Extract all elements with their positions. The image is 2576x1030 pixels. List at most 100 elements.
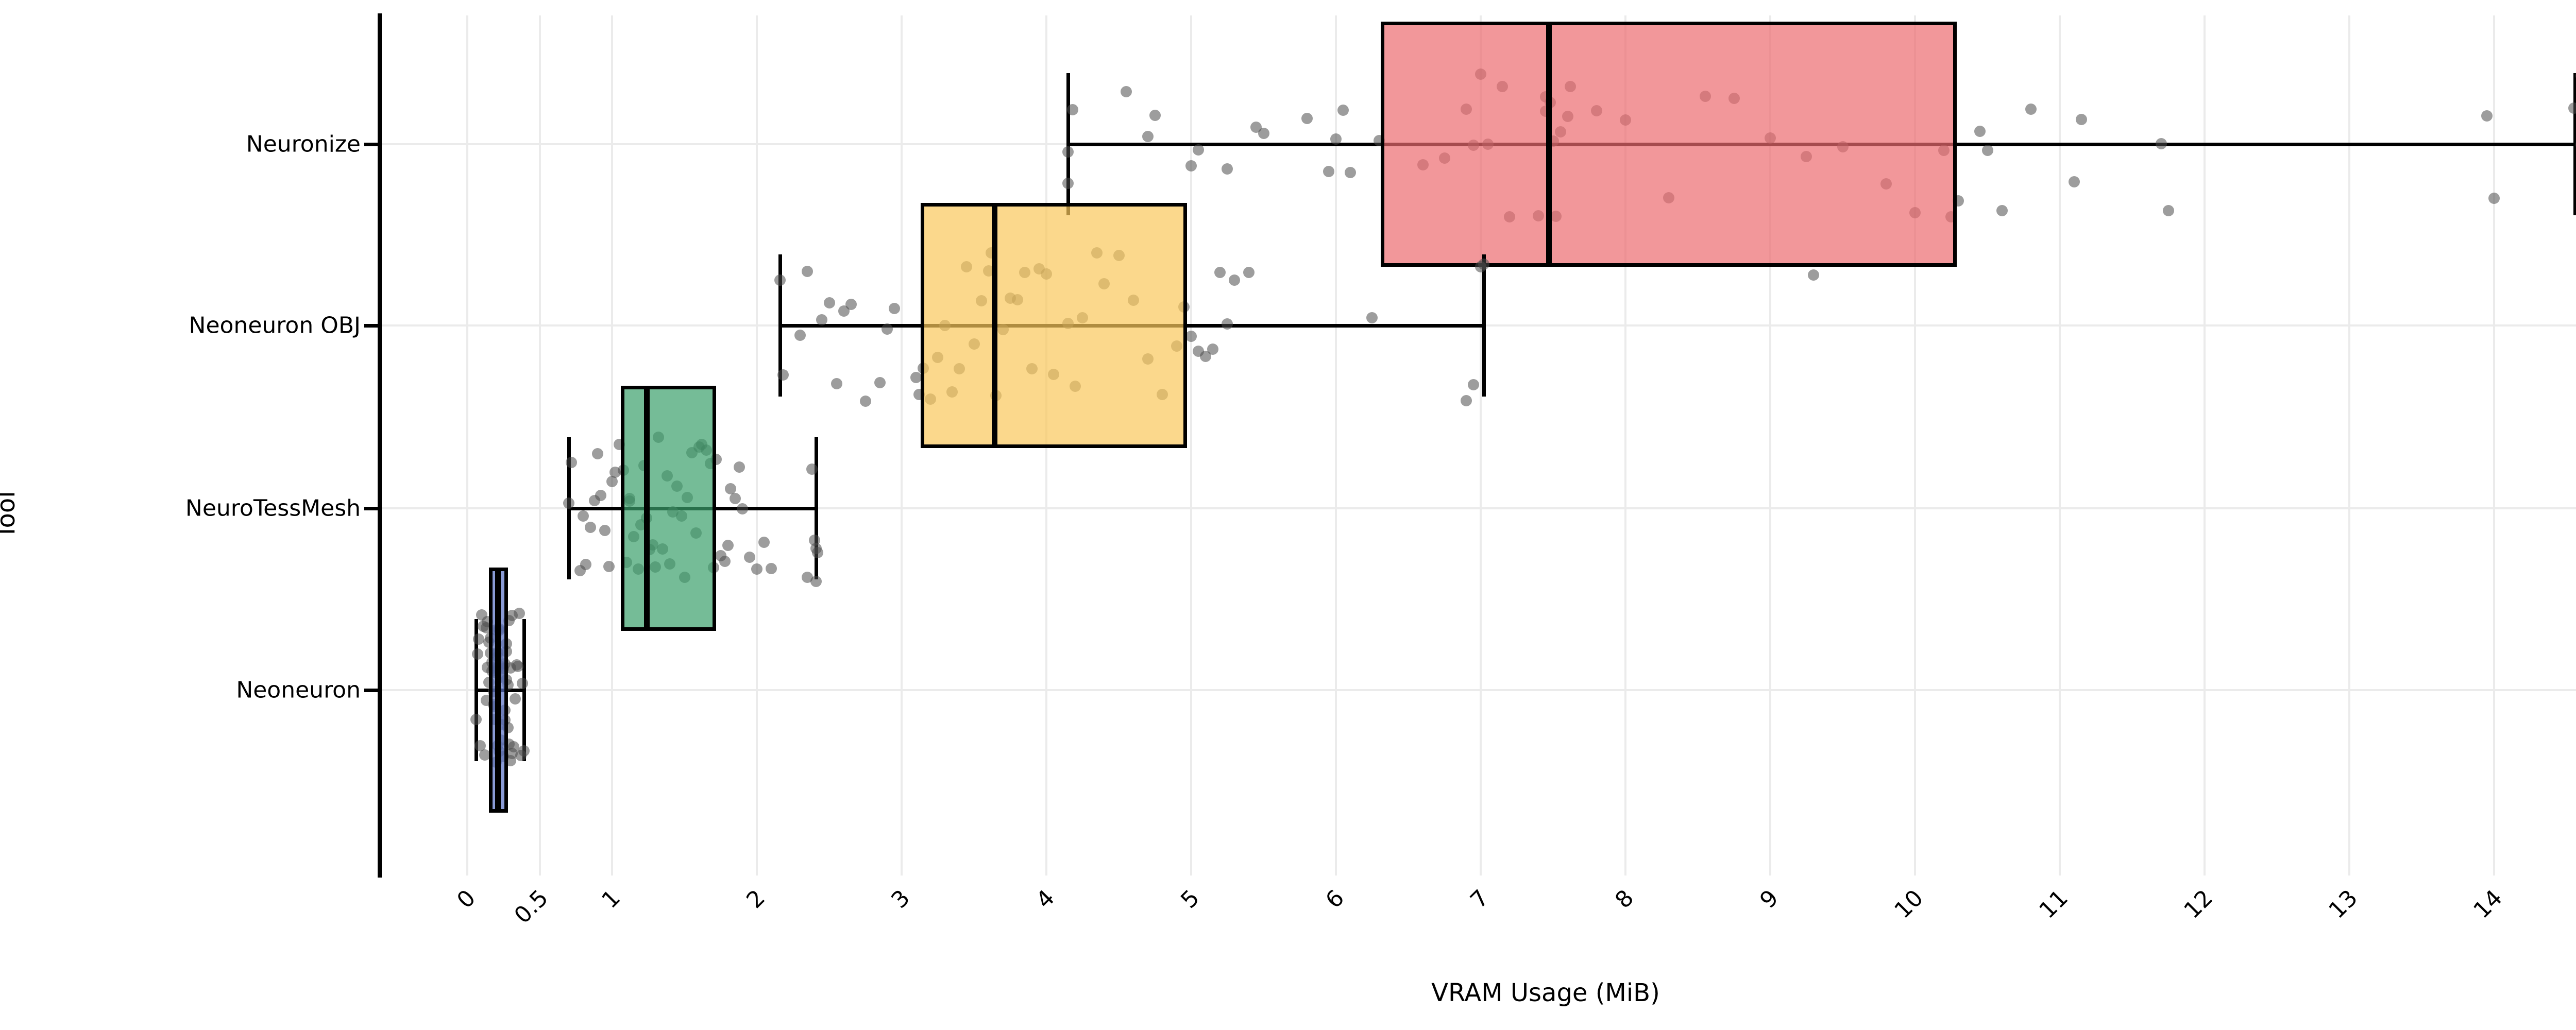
data-point — [609, 467, 621, 478]
data-point — [1460, 394, 1472, 406]
data-point — [802, 265, 814, 277]
data-point — [2076, 113, 2088, 125]
data-point — [1222, 163, 1233, 175]
x-gridline — [2204, 15, 2206, 876]
x-gridline — [901, 15, 903, 876]
y-tick-label-neurotessmesh: NeuroTessMesh — [185, 495, 361, 522]
data-point — [599, 525, 611, 537]
data-point — [1142, 130, 1154, 142]
data-point — [1066, 104, 1078, 115]
data-point — [1207, 344, 1219, 355]
data-point — [774, 274, 786, 286]
y-tick-label-neoneuron: Neoneuron — [236, 677, 361, 703]
x-axis-title: VRAM Usage (MiB) — [1431, 978, 1660, 1007]
median-line — [495, 568, 501, 813]
whisker-cap-low — [1066, 73, 1071, 216]
data-point — [874, 376, 886, 388]
data-point — [474, 740, 486, 751]
data-point — [810, 575, 822, 587]
data-point — [1330, 133, 1342, 145]
whisker-cap-high — [522, 619, 526, 762]
data-point — [1808, 269, 1820, 281]
box — [620, 386, 717, 631]
whisker-cap-low — [778, 254, 782, 397]
data-point — [1366, 312, 1378, 323]
y-tick-label-neoneuron-obj: Neoneuron OBJ — [189, 312, 361, 339]
data-point — [1185, 331, 1197, 342]
data-point — [2162, 205, 2174, 217]
data-point — [509, 693, 521, 705]
data-point — [1214, 266, 1226, 278]
data-point — [777, 369, 789, 381]
data-point — [1229, 274, 1241, 286]
data-point — [729, 492, 741, 504]
data-point — [584, 521, 596, 533]
data-point — [1200, 350, 1212, 362]
data-point — [736, 503, 748, 514]
data-point — [2575, 139, 2576, 150]
data-point — [1062, 146, 1074, 158]
data-point — [470, 714, 482, 726]
data-point — [2488, 192, 2500, 204]
y-tick-mark — [364, 507, 378, 510]
x-gridline — [1190, 15, 1192, 876]
data-point — [806, 463, 818, 475]
x-gridline — [1480, 15, 1482, 876]
data-point — [2568, 102, 2576, 114]
y-tick-mark — [364, 324, 378, 328]
data-point — [1981, 145, 1993, 157]
data-point — [859, 396, 871, 407]
data-point — [758, 537, 770, 548]
whisker-cap-high — [2573, 73, 2576, 216]
x-gridline — [1624, 15, 1626, 876]
y-gridline — [380, 507, 2576, 509]
data-point — [471, 648, 483, 660]
data-point — [516, 678, 528, 690]
data-point — [479, 749, 490, 761]
data-point — [2025, 103, 2037, 115]
data-point — [563, 497, 574, 509]
whisker-cap-high — [1482, 254, 1486, 397]
data-point — [2575, 70, 2576, 81]
x-gridline — [1769, 15, 1771, 876]
data-point — [888, 302, 900, 314]
x-gridline — [611, 15, 613, 876]
data-point — [1974, 125, 1986, 137]
data-point — [831, 377, 842, 389]
whisker-cap-low — [474, 619, 478, 762]
data-point — [734, 461, 745, 473]
data-point — [743, 551, 755, 563]
data-point — [823, 297, 835, 309]
data-point — [514, 608, 526, 620]
data-point — [1345, 166, 1357, 178]
data-point — [2481, 110, 2493, 122]
data-point — [751, 563, 762, 575]
data-point — [722, 540, 734, 552]
data-point — [1301, 112, 1313, 124]
data-point — [603, 561, 615, 573]
data-point — [512, 661, 524, 673]
median-line — [644, 386, 650, 631]
median-line — [1546, 22, 1552, 267]
x-gridline — [2059, 15, 2061, 876]
data-point — [1062, 177, 1074, 189]
data-point — [566, 457, 578, 469]
x-gridline — [466, 15, 468, 876]
data-point — [606, 475, 618, 487]
x-gridline — [2493, 15, 2495, 876]
data-point — [1149, 109, 1161, 121]
data-point — [2069, 176, 2080, 188]
data-point — [910, 371, 922, 383]
data-point — [845, 299, 857, 311]
y-tick-mark — [364, 689, 378, 692]
data-point — [580, 559, 592, 571]
data-point — [1243, 267, 1255, 279]
data-point — [1193, 144, 1205, 156]
data-point — [480, 622, 492, 633]
y-tick-label-neuronize: Neuronize — [246, 131, 361, 158]
y-gridline — [380, 689, 2576, 691]
x-gridline — [1335, 15, 1337, 876]
